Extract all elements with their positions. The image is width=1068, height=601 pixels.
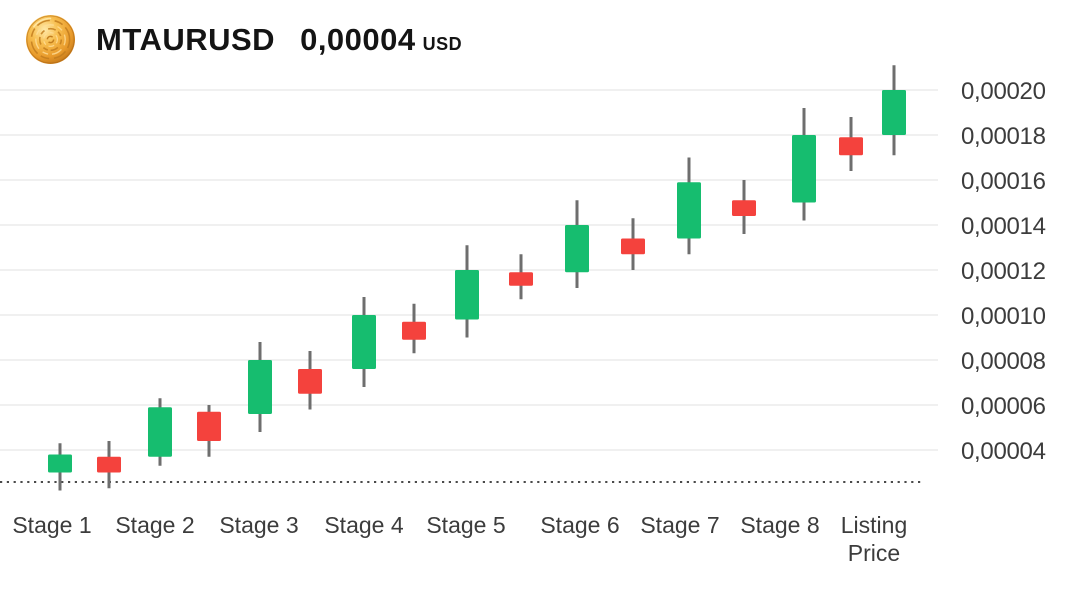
y-tick-label-0,00006: 0,00006 (961, 393, 1046, 420)
y-tick-label-0,00010: 0,00010 (961, 303, 1046, 330)
y-tick-label-0,00016: 0,00016 (961, 168, 1046, 195)
candle-8-body-down (402, 321, 426, 340)
header: MTAURUSD 0,00004 USD (25, 14, 462, 65)
gold-coin-icon (25, 14, 76, 65)
candle-7-body-up (352, 315, 376, 369)
candle-6-body-down (298, 369, 322, 394)
x-tick-label-stage-7: Stage 7 (640, 512, 719, 538)
price-value: 0,00004 (300, 21, 416, 57)
x-tick-label-listing-price-line2: Price (848, 540, 900, 566)
title-row: MTAURUSD 0,00004 USD (96, 22, 462, 58)
y-tick-label-0,00018: 0,00018 (961, 123, 1046, 150)
x-tick-label-stage-6: Stage 6 (540, 512, 619, 538)
candle-9-body-up (455, 270, 479, 320)
x-tick-label-stage-1: Stage 1 (12, 512, 91, 538)
candle-14-body-down (732, 200, 756, 216)
candle-17-body-up (882, 90, 906, 135)
candle-15-body-up (792, 135, 816, 203)
y-tick-label-0,00020: 0,00020 (961, 78, 1046, 105)
candle-1-body-up (48, 454, 72, 473)
candle-12-body-down (621, 238, 645, 255)
symbol-label: MTAURUSD (96, 21, 276, 57)
x-tick-label-stage-8: Stage 8 (740, 512, 819, 538)
candle-4-body-down (197, 411, 221, 441)
candle-13-body-up (677, 182, 701, 239)
currency-label: USD (422, 33, 463, 54)
x-tick-label-listing-price-line1: Listing (841, 512, 907, 538)
candle-16-body-down (839, 137, 863, 156)
candle-11-body-up (565, 225, 589, 273)
y-tick-label-0,00004: 0,00004 (961, 438, 1046, 465)
x-tick-label-stage-5: Stage 5 (426, 512, 505, 538)
x-tick-label-stage-3: Stage 3 (219, 512, 298, 538)
candle-10-body-down (509, 272, 533, 286)
candle-2-body-down (97, 456, 121, 473)
y-tick-label-0,00008: 0,00008 (961, 348, 1046, 375)
candle-5-body-up (248, 360, 272, 414)
x-tick-label-stage-4: Stage 4 (324, 512, 403, 538)
y-tick-label-0,00012: 0,00012 (961, 258, 1046, 285)
candle-3-body-up (148, 407, 172, 457)
x-tick-label-stage-2: Stage 2 (115, 512, 194, 538)
y-tick-label-0,00014: 0,00014 (961, 213, 1046, 240)
